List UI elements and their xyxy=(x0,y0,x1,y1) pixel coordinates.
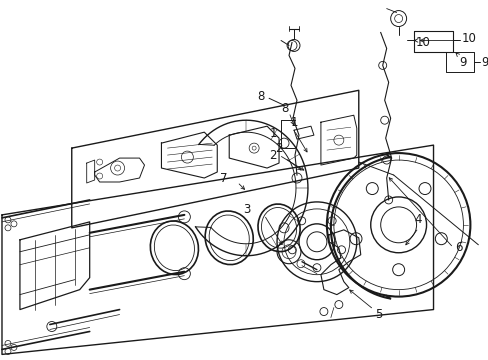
Text: 10: 10 xyxy=(461,32,475,45)
Text: 6: 6 xyxy=(454,241,461,254)
Text: 2: 2 xyxy=(275,141,282,154)
Text: 2: 2 xyxy=(269,149,277,162)
Text: 9: 9 xyxy=(480,56,488,69)
Text: 3: 3 xyxy=(243,203,250,216)
Text: 1: 1 xyxy=(290,116,297,129)
Text: 1: 1 xyxy=(269,127,277,140)
Text: 5: 5 xyxy=(374,308,382,321)
Text: 7: 7 xyxy=(220,171,227,185)
Text: 9: 9 xyxy=(459,56,466,69)
Text: 10: 10 xyxy=(415,36,430,49)
Text: 8: 8 xyxy=(257,90,264,103)
Text: 4: 4 xyxy=(414,213,422,226)
Text: 8: 8 xyxy=(281,102,288,115)
